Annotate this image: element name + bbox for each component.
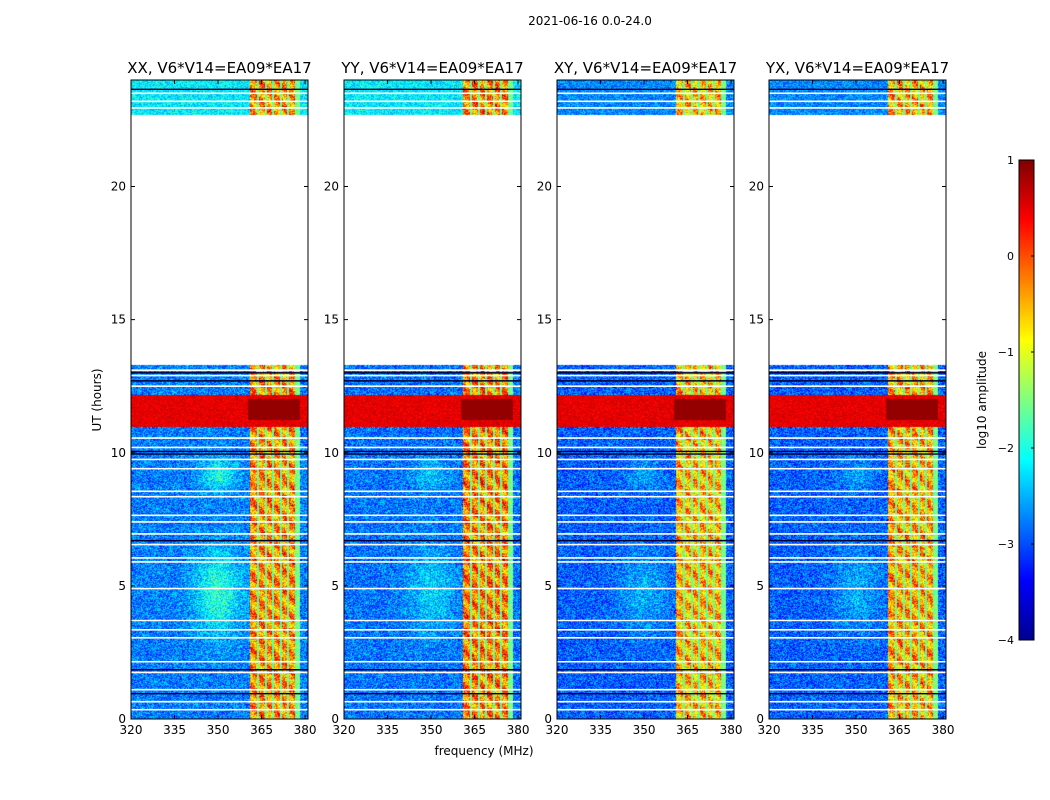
heatmap-raster	[557, 80, 734, 719]
y-tick-label: 0	[331, 712, 339, 726]
y-tick-label: 10	[111, 446, 126, 460]
y-tick-label: 15	[537, 313, 552, 327]
x-tick-label: 320	[758, 723, 781, 737]
colorbar-tick-label: −2	[998, 442, 1014, 455]
colorbar-tick-label: −1	[998, 346, 1014, 359]
x-tick-label: 365	[463, 723, 486, 737]
colorbar: 1 0 −1 −2 −3 −4 log10 amplitude	[975, 154, 1035, 647]
x-tick-label: 380	[294, 723, 317, 737]
x-tick-label: 350	[845, 723, 868, 737]
panel-title: XX, V6*V14=EA09*EA17	[127, 59, 311, 77]
colorbar-tick-label: −4	[998, 634, 1014, 647]
y-tick-label: 5	[756, 579, 764, 593]
panel-2: YY, V6*V14=EA09*EA17 320 335 350 365 380 0 5 10 1…	[324, 59, 530, 737]
colorbar-tick-label: 1	[1007, 154, 1014, 167]
x-tick-label: 335	[589, 723, 612, 737]
y-tick-label: 10	[749, 446, 764, 460]
x-tick-label: 350	[420, 723, 443, 737]
y-tick-label: 0	[756, 712, 764, 726]
y-tick-label: 10	[537, 446, 552, 460]
y-tick-label: 15	[749, 313, 764, 327]
x-axis-label: frequency (MHz)	[434, 744, 533, 758]
colorbar-gradient	[1018, 159, 1035, 641]
x-tick-label: 365	[250, 723, 273, 737]
x-tick-label: 320	[120, 723, 143, 737]
panel-frame	[343, 79, 522, 720]
panel-3: XY, V6*V14=EA09*EA17 320 335 350 365 380 0 5 10 1…	[537, 59, 743, 737]
y-tick-label: 20	[749, 180, 764, 194]
x-tick-label: 335	[376, 723, 399, 737]
colorbar-label: log10 amplitude	[975, 351, 989, 449]
figure-title: 2021-06-16 0.0-24.0	[528, 14, 652, 28]
panel-title: YY, V6*V14=EA09*EA17	[340, 59, 523, 77]
y-tick-label: 20	[111, 180, 126, 194]
y-tick-label: 0	[118, 712, 126, 726]
y-tick-label: 10	[324, 446, 339, 460]
colorbar-tick-label: −3	[998, 538, 1014, 551]
panel-frame	[556, 79, 735, 720]
panel-4: YX, V6*V14=EA09*EA17 320 335 350 365 380 0 5 10 1…	[749, 59, 955, 737]
y-tick-label: 5	[331, 579, 339, 593]
x-tick-label: 365	[888, 723, 911, 737]
panel-title: YX, V6*V14=EA09*EA17	[765, 59, 949, 77]
y-tick-label: 15	[111, 313, 126, 327]
x-tick-label: 335	[163, 723, 186, 737]
panel-frame	[130, 79, 309, 720]
panel-title: XY, V6*V14=EA09*EA17	[554, 59, 737, 77]
x-tick-label: 380	[507, 723, 530, 737]
y-tick-label: 0	[544, 712, 552, 726]
panel-1: XX, V6*V14=EA09*EA17 320 335 350 365 380 0 5 10 1…	[111, 59, 317, 737]
x-tick-label: 320	[546, 723, 569, 737]
y-tick-label: 20	[324, 180, 339, 194]
x-tick-label: 350	[633, 723, 656, 737]
x-tick-label: 365	[676, 723, 699, 737]
heatmap-raster	[769, 80, 946, 719]
y-tick-label: 5	[118, 579, 126, 593]
y-tick-label: 20	[537, 180, 552, 194]
y-tick-label: 5	[544, 579, 552, 593]
x-tick-label: 380	[720, 723, 743, 737]
y-axis-label: UT (hours)	[90, 368, 104, 431]
x-tick-label: 320	[333, 723, 356, 737]
x-tick-label: 380	[932, 723, 955, 737]
panel-frame	[768, 79, 947, 720]
x-tick-label: 350	[207, 723, 230, 737]
colorbar-tick-label: 0	[1007, 250, 1014, 263]
x-tick-label: 335	[801, 723, 824, 737]
y-tick-label: 15	[324, 313, 339, 327]
heatmap-raster	[344, 80, 521, 719]
heatmap-raster	[131, 80, 308, 719]
